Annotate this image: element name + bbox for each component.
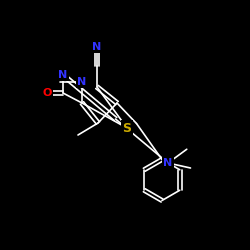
Text: N: N <box>78 77 87 87</box>
Text: N: N <box>58 70 68 80</box>
Text: N: N <box>164 158 172 168</box>
Text: N: N <box>92 42 102 52</box>
Text: O: O <box>42 88 52 98</box>
Text: S: S <box>122 122 132 134</box>
